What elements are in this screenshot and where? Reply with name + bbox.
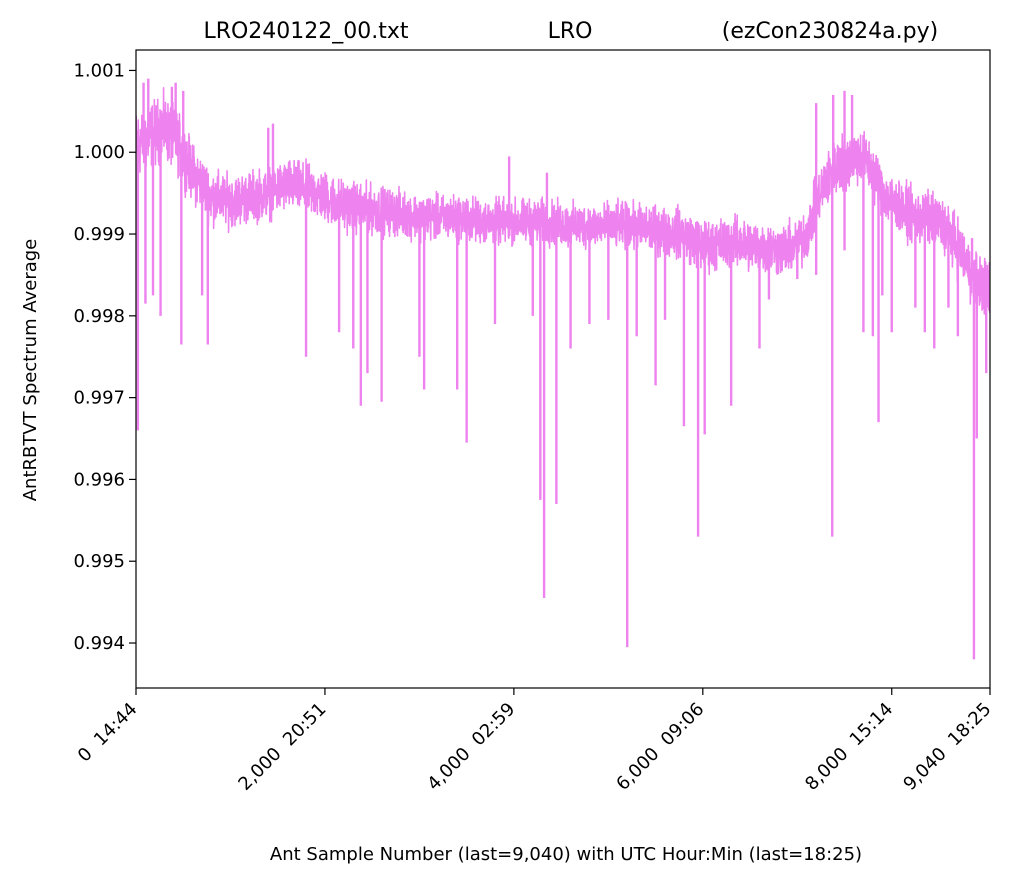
x-tick-label-2: 4,000 02:59 — [423, 699, 519, 795]
y-axis-label: AntRBTVT Spectrum Average — [20, 239, 41, 502]
y-tick-label-6: 1.000 — [73, 142, 125, 163]
x-tick-label-0: 0 14:44 — [74, 699, 142, 767]
series-line — [136, 86, 990, 315]
y-tick-label-2: 0.996 — [73, 469, 125, 490]
y-tick-label-5: 0.999 — [73, 224, 125, 245]
x-axis: 0 14:44 2,000 20:51 4,000 02:59 6,000 09:06… — [74, 688, 996, 795]
y-tick-label-7: 1.001 — [73, 60, 125, 81]
title-part-0: LRO240122_00.txt — [203, 19, 408, 44]
y-tick-label-3: 0.997 — [73, 388, 125, 409]
y-tick-label-1: 0.995 — [73, 551, 125, 572]
x-tick-label-4: 8,000 15:14 — [801, 699, 897, 795]
y-tick-label-0: 0.994 — [73, 633, 125, 654]
title-part-1: LRO — [548, 19, 593, 44]
y-axis: 0.994 0.995 0.996 0.997 0.998 0.999 1.000 1.001 — [73, 60, 136, 654]
title-part-2: (ezCon230824a.py) — [722, 19, 938, 44]
x-axis-label: Ant Sample Number (last=9,040) with UTC … — [270, 844, 862, 865]
plot-frame — [135, 49, 991, 689]
x-tick-label-1: 2,000 20:51 — [234, 699, 330, 795]
x-tick-label-3: 6,000 09:06 — [612, 699, 708, 795]
series-line-group — [136, 78, 990, 660]
x-tick-label-5: 9,040 18:25 — [899, 699, 995, 795]
chart-title: LRO240122_00.txt LRO (ezCon230824a.py) — [203, 19, 938, 44]
y-tick-label-4: 0.998 — [73, 306, 125, 327]
plot-area — [135, 49, 991, 689]
